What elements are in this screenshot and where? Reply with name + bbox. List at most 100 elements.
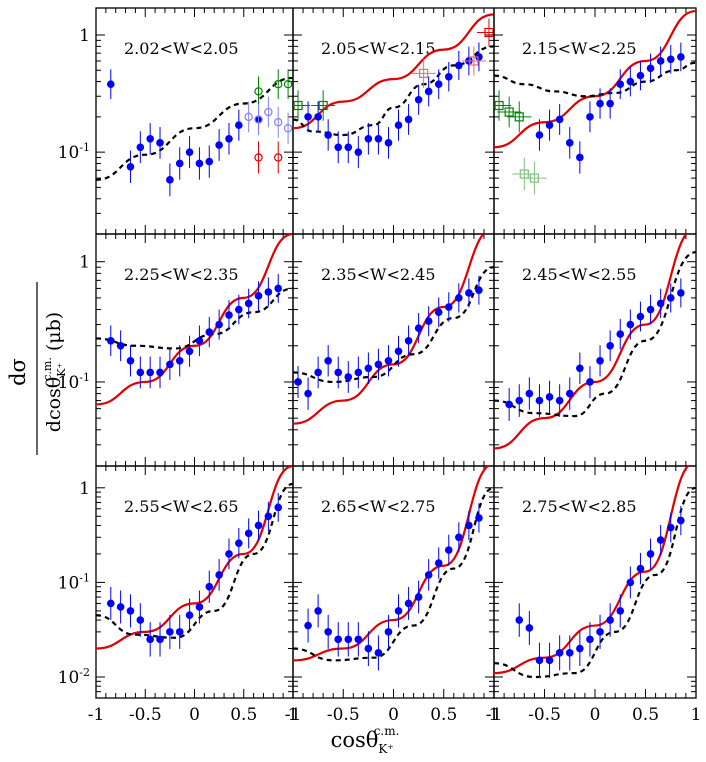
blue-filled-points-marker <box>146 134 154 143</box>
salmon-open-squares-marker <box>469 56 479 66</box>
blue-filled-points-marker <box>666 523 675 532</box>
x-tick-label: -0.5 <box>327 705 360 725</box>
y-label-den-sup: c.m. <box>41 357 54 381</box>
blue-filled-points-marker <box>205 582 214 591</box>
y-tick-label: 1 <box>79 253 90 273</box>
blue-filled-points-marker <box>677 53 685 61</box>
blue-filled-points-marker <box>465 289 473 297</box>
blue-filled-points-marker <box>235 539 243 547</box>
blue-filled-points-marker <box>324 131 332 139</box>
black-dashed-model-curve <box>96 287 293 350</box>
blue-filled-points-marker <box>185 148 194 156</box>
blue-filled-points-marker <box>205 157 214 166</box>
blue-filled-points-marker <box>254 521 263 530</box>
y-label-denominator: dcosθK⁺c.m. (μb) <box>41 312 68 432</box>
blue-filled-points-marker <box>565 139 574 147</box>
blue-filled-points-marker <box>646 305 655 314</box>
panel-title: 2.05<W<2.15 <box>321 39 436 58</box>
blue-filled-points-marker <box>576 153 584 162</box>
blue-filled-points-marker <box>616 607 625 615</box>
blue-filled-points-marker <box>424 87 433 96</box>
red-open-circles-marker <box>274 153 283 162</box>
y-label-numerator: dσ <box>6 358 30 386</box>
plot-area <box>96 234 293 406</box>
blue-filled-points-marker <box>586 378 594 386</box>
blue-filled-points-marker <box>175 628 184 636</box>
y-label-den-main: dcosθ <box>43 377 65 432</box>
black-dashed-model-curve <box>494 486 696 679</box>
light-blue-open-circles-marker <box>254 115 263 124</box>
blue-filled-points-marker <box>166 628 174 636</box>
panel-title: 2.45<W<2.55 <box>522 265 637 284</box>
blue-filled-points-marker <box>626 578 635 587</box>
blue-filled-points-marker <box>126 356 135 365</box>
black-dashed-model-curve <box>494 251 696 418</box>
panel-4: 1 10-1 2.25<W<2.35 <box>58 233 294 467</box>
blue-filled-points-marker <box>116 341 125 350</box>
blue-filled-points-marker <box>304 389 312 398</box>
blue-filled-points-marker <box>555 396 564 405</box>
black-dashed-model-curve <box>494 61 696 98</box>
blue-filled-points-marker <box>264 512 273 521</box>
blue-filled-points-marker <box>374 360 383 369</box>
blue-filled-points-marker <box>334 143 343 152</box>
green-open-squares-marker <box>504 107 514 117</box>
x-label-main: cosθ <box>331 728 379 752</box>
blue-filled-points-marker <box>576 644 584 653</box>
blue-filled-points-marker <box>626 320 635 329</box>
blue-filled-points-marker <box>475 53 483 61</box>
blue-filled-points-marker <box>274 284 283 293</box>
blue-filled-points-marker <box>274 503 283 512</box>
blue-filled-points-marker <box>205 328 214 336</box>
blue-filled-points-marker <box>545 656 554 665</box>
blue-filled-points-marker <box>126 607 135 615</box>
blue-filled-points-marker <box>606 341 614 350</box>
blue-filled-points-marker <box>455 61 463 70</box>
blue-filled-points-marker <box>334 635 343 644</box>
black-dashed-model-curve <box>96 76 293 181</box>
blue-filled-points-marker <box>344 373 353 381</box>
red-open-squares-marker <box>484 27 494 38</box>
x-tick-label: 0 <box>590 705 601 725</box>
blue-filled-points-marker <box>304 113 312 121</box>
blue-filled-points-marker <box>324 356 332 365</box>
blue-filled-points-marker <box>324 628 332 636</box>
red-solid-model-curve <box>96 234 293 406</box>
blue-filled-points-marker <box>596 628 604 636</box>
blue-filled-points-marker <box>404 336 413 345</box>
blue-filled-points-marker <box>185 611 194 620</box>
red-solid-model-curve <box>96 466 293 650</box>
blue-filled-points-marker <box>156 139 164 147</box>
blue-filled-points-marker <box>146 635 154 644</box>
plot-area <box>293 13 494 169</box>
y-label-unit: (μb) <box>43 312 65 357</box>
blue-filled-points-marker <box>444 72 453 81</box>
blue-filled-points-marker <box>384 139 393 147</box>
red-solid-model-curve <box>293 234 486 425</box>
red-open-circles-marker <box>254 153 263 162</box>
blue-filled-points-marker <box>244 299 253 308</box>
blue-filled-points-marker <box>455 294 463 302</box>
green-open-circles-marker <box>283 80 293 89</box>
green-open-circles-marker <box>274 80 283 89</box>
x-tick-label: 0 <box>388 705 399 725</box>
x-tick-label: 0.5 <box>230 705 257 725</box>
x-label-sup: c.m. <box>374 724 400 738</box>
blue-filled-points-marker <box>394 607 403 615</box>
plot-area <box>293 234 494 425</box>
plot-area <box>293 466 494 671</box>
y-tick-label: 1 <box>79 26 90 46</box>
blue-filled-points-marker <box>374 134 383 143</box>
blue-filled-points-marker <box>175 159 184 168</box>
blue-filled-points-marker <box>215 320 223 329</box>
blue-filled-points-marker <box>545 121 554 129</box>
panel-2: 2.05<W<2.15 <box>292 7 495 235</box>
blue-filled-points-marker <box>677 289 685 297</box>
blue-filled-points-marker <box>535 131 544 139</box>
blue-filled-points-marker <box>606 99 614 108</box>
blue-filled-points-marker <box>314 368 322 377</box>
blue-filled-points-marker <box>414 324 423 332</box>
green-open-squares-marker <box>318 100 328 111</box>
x-tick-label: -0.5 <box>129 705 162 725</box>
